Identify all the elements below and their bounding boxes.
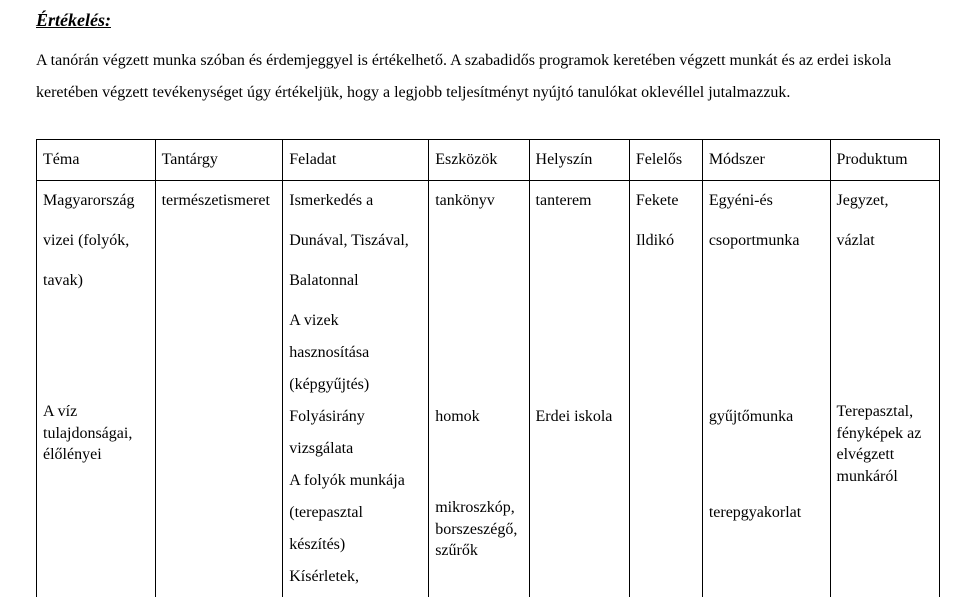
cell-tema: vizei (folyók, <box>37 221 156 261</box>
col-header-felelos: Felelős <box>629 140 702 181</box>
cell-text: Erdei iskola <box>536 401 623 433</box>
cell-produktum: Terepasztal, fényképek az elvégzett munk… <box>830 301 940 597</box>
cell-modszer: gyűjtőmunka terepgyakorlat <box>702 301 830 597</box>
cell-feladat: A vizek hasznosítása (képgyűjtés) Folyás… <box>283 301 429 597</box>
cell-helyszin <box>529 261 629 301</box>
cell-text: Terepasztal, fényképek az elvégzett munk… <box>837 401 934 487</box>
cell-helyszin <box>529 221 629 261</box>
cell-line: hasznosítása <box>289 337 422 369</box>
cell-tantargy <box>155 261 283 301</box>
cell-line: A folyók munkája <box>289 465 422 497</box>
cell-tema: Magyarország <box>37 181 156 222</box>
cell-line: mikroszkóp, borszeszégő, szűrők <box>435 497 522 562</box>
table-row: vizei (folyók, Dunával, Tiszával, Ildikó… <box>37 221 940 261</box>
cell-produktum <box>830 261 940 301</box>
table-row: A víz tulajdonságai, élőlényei A vizek h… <box>37 301 940 597</box>
table-row: tavak) Balatonnal <box>37 261 940 301</box>
cell-line: (képgyűjtés) <box>289 369 422 401</box>
cell-tema: A víz tulajdonságai, élőlényei <box>37 301 156 597</box>
cell-felelos: Ildikó <box>629 221 702 261</box>
cell-text: A víz tulajdonságai, élőlényei <box>43 401 149 466</box>
cell-eszkozok: homok mikroszkóp, borszeszégő, szűrők <box>429 301 529 597</box>
cell-produktum: Jegyzet, <box>830 181 940 222</box>
cell-helyszin: Erdei iskola <box>529 301 629 597</box>
cell-eszkozok <box>429 221 529 261</box>
cell-feladat: Balatonnal <box>283 261 429 301</box>
cell-felelos <box>629 261 702 301</box>
cell-feladat: Dunával, Tiszával, <box>283 221 429 261</box>
evaluation-table: Téma Tantárgy Feladat Eszközök Helyszín … <box>36 139 940 597</box>
table-row: Magyarország természetismeret Ismerkedés… <box>37 181 940 222</box>
cell-tantargy <box>155 221 283 261</box>
cell-modszer <box>702 261 830 301</box>
cell-line: Kísérletek, <box>289 561 422 593</box>
cell-line: Folyásirány <box>289 401 422 433</box>
cell-feladat: Ismerkedés a <box>283 181 429 222</box>
col-header-eszkozok: Eszközök <box>429 140 529 181</box>
cell-tema: tavak) <box>37 261 156 301</box>
cell-line: (terepasztal <box>289 497 422 529</box>
col-header-helyszin: Helyszín <box>529 140 629 181</box>
intro-paragraph: A tanórán végzett munka szóban és érdemj… <box>36 45 940 109</box>
col-header-produktum: Produktum <box>830 140 940 181</box>
cell-tantargy <box>155 301 283 597</box>
cell-eszkozok <box>429 261 529 301</box>
cell-helyszin: tanterem <box>529 181 629 222</box>
table-header-row: Téma Tantárgy Feladat Eszközök Helyszín … <box>37 140 940 181</box>
section-heading: Értékelés: <box>36 10 940 31</box>
cell-line: készítés) <box>289 529 422 561</box>
cell-felelos <box>629 301 702 597</box>
cell-line: gyűjtőmunka <box>709 401 824 433</box>
cell-modszer: Egyéni-és <box>702 181 830 222</box>
col-header-tema: Téma <box>37 140 156 181</box>
cell-line: A vizek <box>289 305 422 337</box>
cell-felelos: Fekete <box>629 181 702 222</box>
cell-line: terepgyakorlat <box>709 497 824 529</box>
cell-eszkozok: tankönyv <box>429 181 529 222</box>
cell-line: homok <box>435 401 522 433</box>
cell-modszer: csoportmunka <box>702 221 830 261</box>
col-header-feladat: Feladat <box>283 140 429 181</box>
col-header-tantargy: Tantárgy <box>155 140 283 181</box>
col-header-modszer: Módszer <box>702 140 830 181</box>
cell-tantargy: természetismeret <box>155 181 283 222</box>
cell-line: vizsgálata <box>289 433 422 465</box>
cell-produktum: vázlat <box>830 221 940 261</box>
